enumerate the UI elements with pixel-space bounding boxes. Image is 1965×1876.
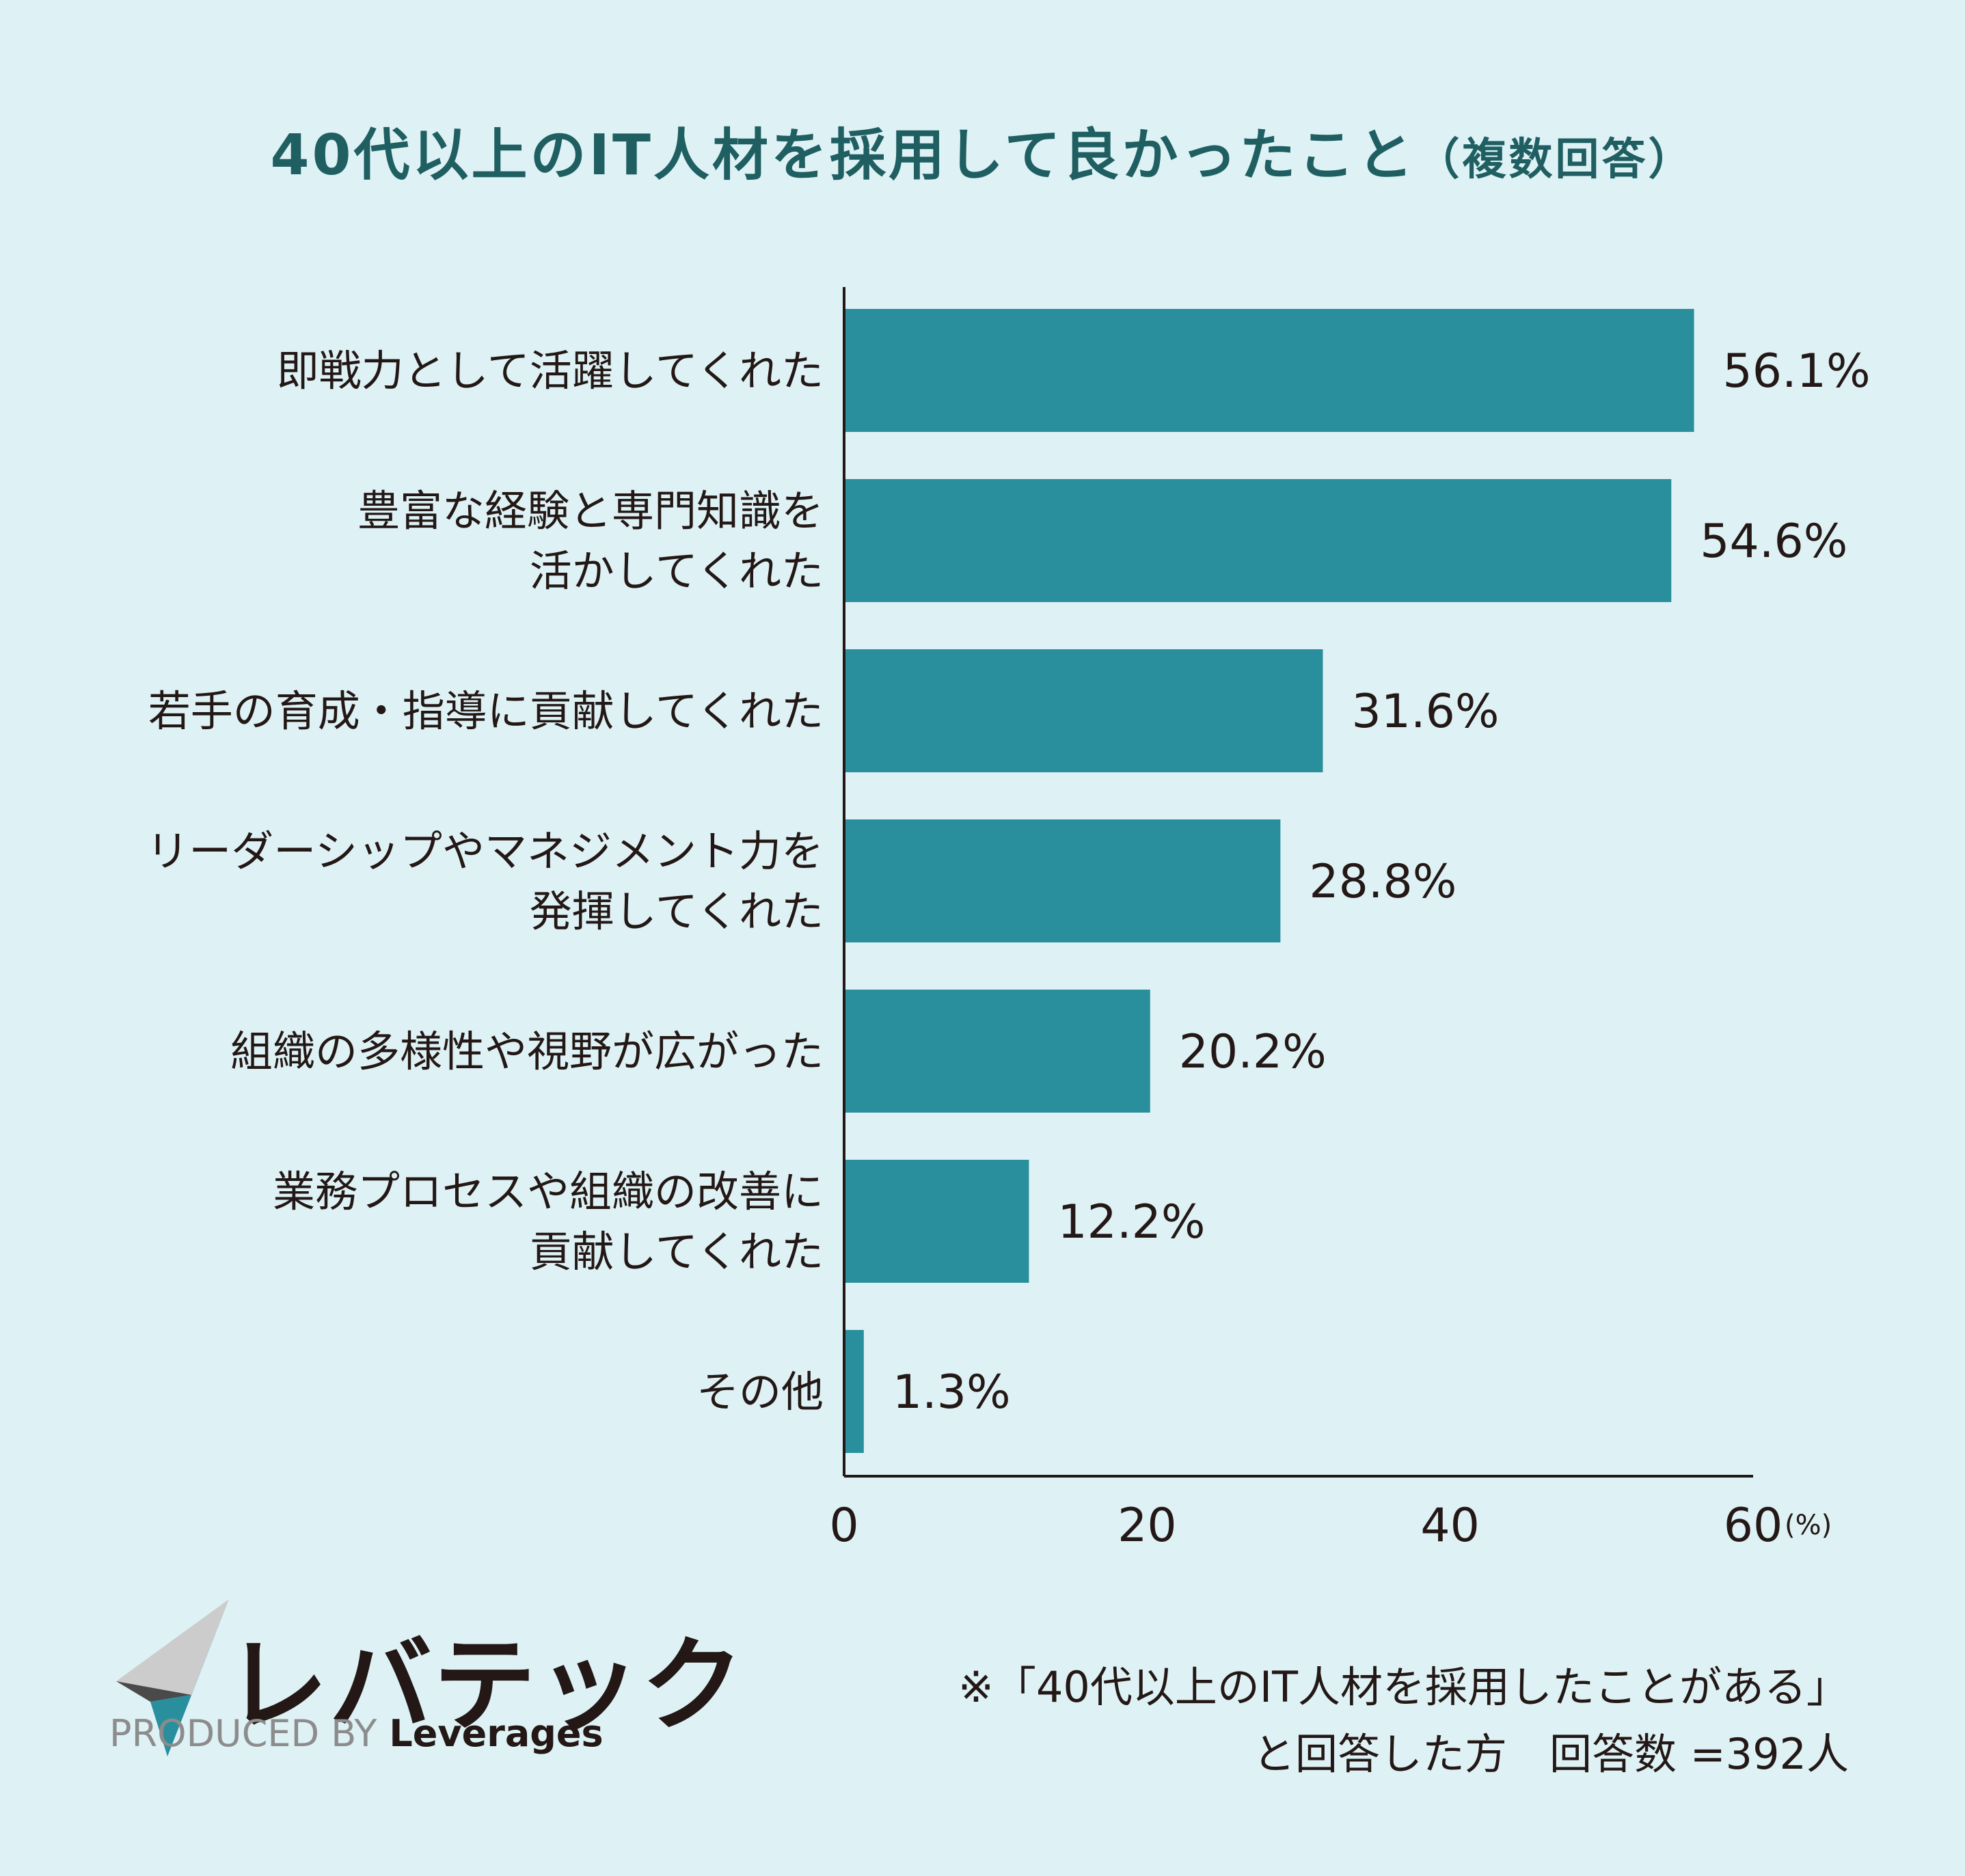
category-label-3-0: リーダーシップやマネジメント力を [146,826,824,876]
value-label-6: 1.3% [893,1365,1011,1419]
value-label-1: 54.6% [1700,515,1847,569]
footnote: ※「40代以上のIT人材を採用したことがある」 と回答した方 回答数 =392人 [958,1654,1849,1788]
category-label-1-1: 活かしてくれた [530,546,824,596]
category-label-1-0: 豊富な経験と専門知識を [357,486,824,536]
category-label-2-0: 若手の育成・指導に貢献してくれた [148,686,824,736]
category-label-6-0: その他 [696,1367,824,1417]
footnote-line-1: ※「40代以上のIT人材を採用したことがある」 [958,1662,1849,1712]
logo-facet-dark [116,1681,191,1702]
leverages-brand: Leverages [389,1712,604,1755]
chart-title: 40代以上のIT人材を採用して良かったこと（複数回答） [0,109,1965,191]
logo-facet-teal [150,1599,229,1756]
produced-by-text: PRODUCED BY [109,1712,377,1755]
logo-facet-light [116,1599,229,1695]
subtitle-text: （複数回答） [1415,135,1695,185]
x-tick-label-2: 40 [1420,1499,1480,1553]
category-label-5-0: 業務プロセスや組織の改善に [273,1167,824,1216]
value-label-5: 12.2% [1057,1195,1205,1249]
bar-5 [845,1160,1029,1283]
category-label-0-0: 即戦力として活躍してくれた [277,346,824,396]
bar-chart: 56.1% 即戦力として活躍してくれた 54.6% 豊富な経験と専門知識を活かしてくれ… [146,287,1871,1553]
bar-3 [845,819,1281,942]
title-text: 40代以上のIT人材を採用して良かったこと [270,123,1416,188]
x-unit-label: (%) [1785,1510,1832,1541]
category-label-4-0: 組織の多様性や視野が広がった [230,1027,824,1076]
logo-wordmark: レバテック [226,1627,746,1745]
value-label-4: 20.2% [1179,1025,1327,1079]
category-label-5-1: 貢献してくれた [530,1227,824,1277]
x-tick-label-0: 0 [829,1499,858,1553]
logo-produced-by: PRODUCED BY Leverages [109,1712,604,1755]
x-tick-label-3: 60 [1724,1499,1783,1553]
levtech-logo-mark [116,1599,229,1756]
value-label-3: 28.8% [1309,855,1456,909]
bar-6 [845,1330,864,1453]
axis-layer [843,287,1753,1478]
bar-1 [845,479,1672,602]
footnote-line-2: と回答した方 回答数 =392人 [1253,1729,1849,1779]
value-label-0: 56.1% [1723,344,1871,398]
bar-4 [845,990,1150,1113]
bar-2 [845,649,1323,772]
category-label-3-1: 発揮してくれた [530,886,824,936]
bars-layer [845,309,1694,1453]
ticks-layer: 0 20 40 60 (%) [829,1499,1832,1553]
bar-0 [845,309,1694,432]
labels-layer: 56.1% 即戦力として活躍してくれた 54.6% 豊富な経験と専門知識を活かしてくれ… [146,344,1870,1419]
x-tick-label-1: 20 [1117,1499,1177,1553]
value-label-2: 31.6% [1351,685,1499,739]
